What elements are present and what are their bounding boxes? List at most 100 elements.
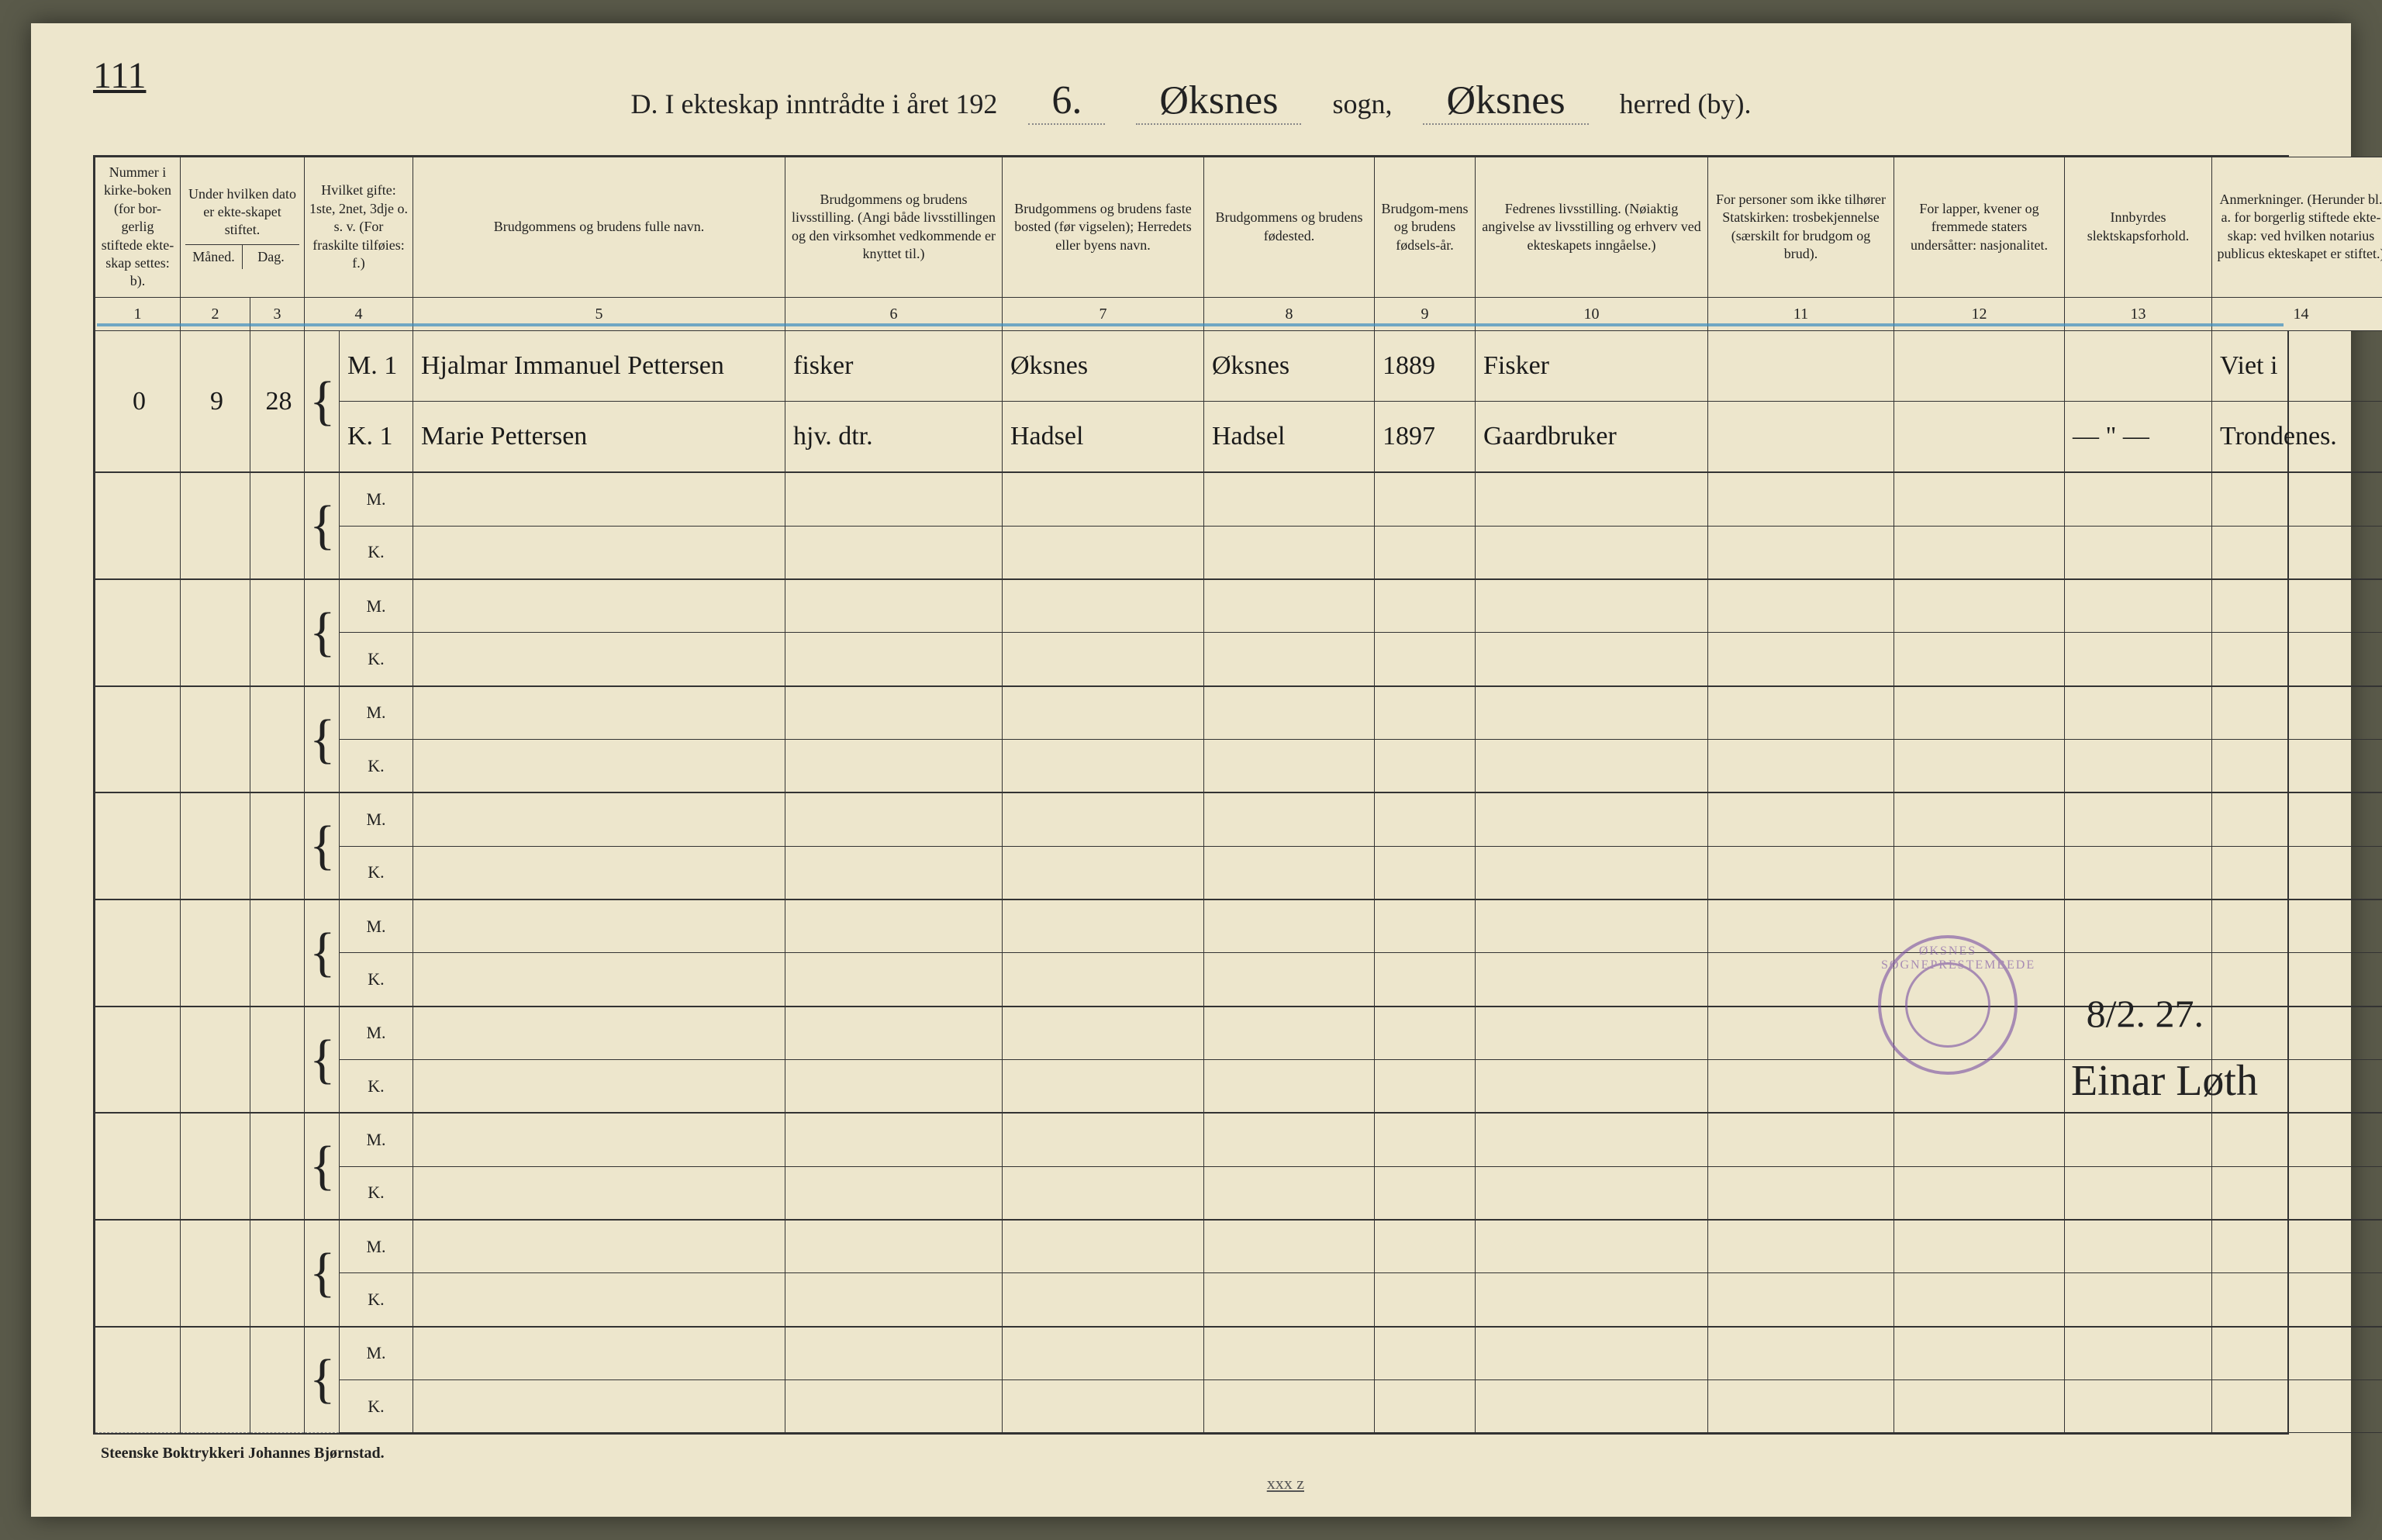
cell	[1476, 472, 1708, 526]
cell	[95, 1007, 181, 1114]
cell	[181, 1327, 250, 1433]
cell: K.	[340, 633, 413, 686]
cell	[1375, 899, 1476, 953]
cell	[785, 1327, 1003, 1380]
cell	[1003, 1007, 1204, 1060]
cell	[1204, 472, 1375, 526]
cell	[1375, 579, 1476, 633]
cell	[2065, 792, 2212, 846]
cell	[1204, 740, 1375, 793]
brace: {	[305, 899, 340, 1007]
cell: K.	[340, 1380, 413, 1433]
cell	[1708, 1166, 1894, 1220]
brace: {	[305, 686, 340, 793]
printer-footer: Steenske Boktrykkeri Johannes Bjørnstad.	[101, 1445, 385, 1462]
cell	[95, 792, 181, 899]
cell	[181, 1007, 250, 1114]
cell	[2065, 740, 2212, 793]
column-header: Brudgommens og brudens faste bosted (før…	[1003, 157, 1204, 298]
cell: fisker	[785, 330, 1003, 401]
table-row: {M.	[95, 472, 2382, 526]
register-table-wrap: Nummer i kirke-boken (for bor-gerlig sti…	[93, 155, 2289, 1435]
cell	[1476, 740, 1708, 793]
cell	[413, 792, 785, 846]
cell	[2212, 846, 2382, 899]
cell	[785, 579, 1003, 633]
column-header: Brudgommens og brudens livsstilling. (An…	[785, 157, 1003, 298]
herred-handwritten: Øksnes	[1423, 78, 1588, 125]
cell	[95, 899, 181, 1007]
cell	[1894, 1166, 2065, 1220]
cell	[1476, 1113, 1708, 1166]
stamp-inner-ring	[1905, 962, 1990, 1048]
cell	[785, 792, 1003, 846]
cell: M.	[340, 579, 413, 633]
cell	[181, 1113, 250, 1220]
cell: Gaardbruker	[1476, 401, 1708, 472]
cell	[1476, 526, 1708, 579]
cell: K.	[340, 1060, 413, 1114]
cell	[250, 472, 305, 579]
cell	[1708, 633, 1894, 686]
table-body: 0928{M. 1Hjalmar Immanuel Pettersenfiske…	[95, 330, 2382, 1432]
cell	[1003, 633, 1204, 686]
cell	[1204, 1113, 1375, 1166]
cell	[785, 899, 1003, 953]
cell: Hadsel	[1204, 401, 1375, 472]
sogn-handwritten: Øksnes	[1136, 78, 1301, 125]
cell	[1476, 792, 1708, 846]
table-row: K.	[95, 740, 2382, 793]
cell	[2212, 953, 2382, 1007]
cell	[2212, 579, 2382, 633]
cell	[1708, 792, 1894, 846]
cell	[1894, 472, 2065, 526]
cell	[1375, 1060, 1476, 1114]
cell: Hadsel	[1003, 401, 1204, 472]
cell	[2212, 1380, 2382, 1433]
cell	[1708, 526, 1894, 579]
brace: {	[305, 792, 340, 899]
title-row: D. I ekteskap inntrådte i året 1926. Øks…	[31, 78, 2351, 140]
cell: K.	[340, 740, 413, 793]
cell: M.	[340, 899, 413, 953]
cell	[1894, 686, 2065, 740]
cell	[413, 1113, 785, 1166]
table-row: K.	[95, 846, 2382, 899]
table-row: K.	[95, 1166, 2382, 1220]
column-header: Hvilket gifte: 1ste, 2net, 3dje o. s. v.…	[305, 157, 413, 298]
brace: {	[305, 330, 340, 472]
cell	[785, 526, 1003, 579]
cell	[2065, 686, 2212, 740]
cell	[1375, 1380, 1476, 1433]
cell	[1204, 1273, 1375, 1327]
cell: hjv. dtr.	[785, 401, 1003, 472]
cell	[1708, 1113, 1894, 1166]
table-row: K.	[95, 633, 2382, 686]
cell	[1003, 1220, 1204, 1273]
cell	[1204, 526, 1375, 579]
column-header: Innbyrdes slektskapsforhold.	[2065, 157, 2212, 298]
cell	[1476, 899, 1708, 953]
cell: M. 1	[340, 330, 413, 401]
cell	[1003, 953, 1204, 1007]
cell	[1003, 579, 1204, 633]
cell: Trondenes.	[2212, 401, 2382, 472]
cell	[95, 686, 181, 793]
header-row: Nummer i kirke-boken (for bor-gerlig sti…	[95, 157, 2382, 298]
cell	[1003, 846, 1204, 899]
cell	[413, 1327, 785, 1380]
cell	[785, 953, 1003, 1007]
table-row: K.	[95, 526, 2382, 579]
cell	[413, 1273, 785, 1327]
cell	[2065, 1273, 2212, 1327]
cell	[2065, 526, 2212, 579]
cell	[1204, 899, 1375, 953]
table-row: {M.	[95, 1007, 2382, 1060]
cell	[1476, 953, 1708, 1007]
cell	[1708, 1060, 1894, 1114]
parish-seal-stamp: ØKSNES SOGNEPRESTEMBEDE	[1878, 935, 2018, 1075]
cell	[2212, 472, 2382, 526]
cell	[1375, 472, 1476, 526]
cell: M.	[340, 1113, 413, 1166]
column-header: Brudgommens og brudens fødested.	[1204, 157, 1375, 298]
